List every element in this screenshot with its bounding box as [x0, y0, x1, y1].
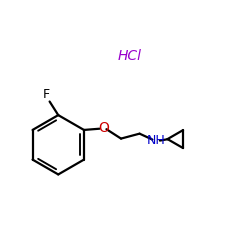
Text: O: O	[98, 121, 109, 135]
Text: HCl: HCl	[118, 49, 142, 63]
Text: NH: NH	[147, 134, 166, 147]
Text: F: F	[42, 88, 50, 101]
